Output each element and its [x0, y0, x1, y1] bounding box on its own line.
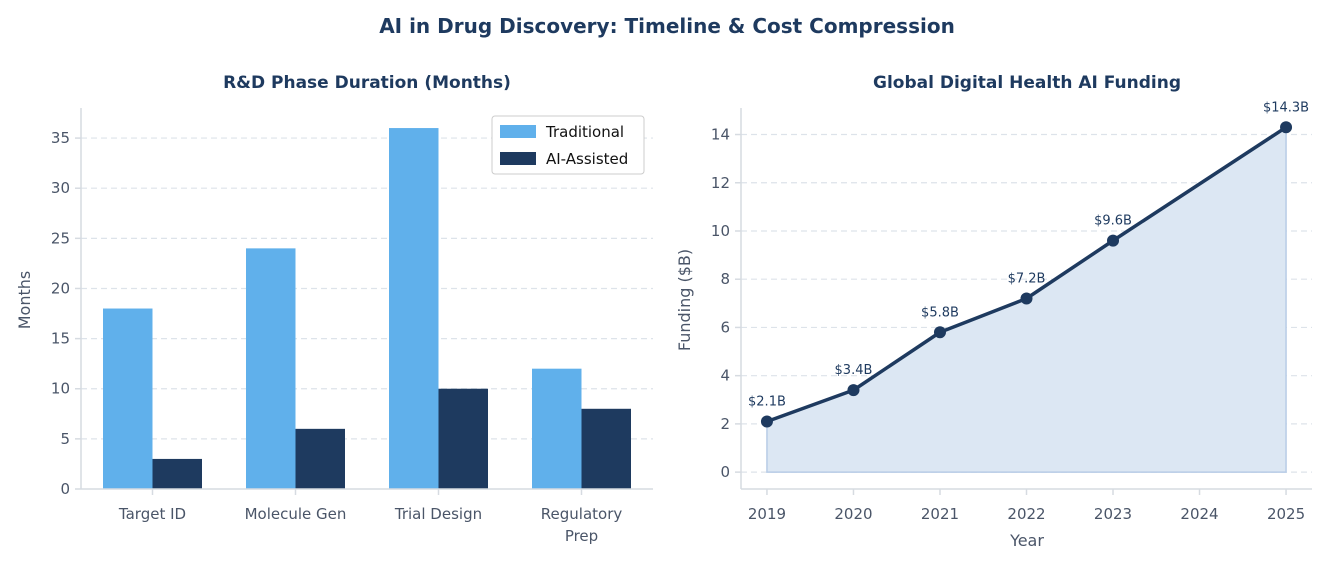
area-chart-funding: Global Digital Health AI Funding $2.1B $3…: [675, 73, 1312, 550]
y-tick-label: 0: [720, 463, 730, 481]
y-tick-label: 35: [51, 129, 70, 147]
area-chart-xlabel: Year: [1009, 531, 1044, 550]
bar-ai-assisted: [438, 388, 488, 489]
funding-data-label: $14.3B: [1263, 100, 1309, 115]
funding-point: [760, 415, 773, 428]
y-tick-label: 8: [720, 270, 730, 288]
x-tick-label: 2023: [1094, 505, 1132, 523]
bar-chart-duration: R&D Phase Duration (Months) 0 5 10 15 20 25 30…: [15, 73, 653, 545]
y-tick-label: 6: [720, 318, 730, 336]
bar-chart-bars: [103, 128, 631, 490]
bar-traditional: [532, 368, 582, 489]
x-tick-label: Trial Design: [394, 505, 482, 523]
y-tick-label: 14: [711, 126, 730, 144]
legend-swatch-traditional: [500, 125, 536, 138]
x-tick-label: Regulatory: [541, 505, 623, 523]
bar-chart-legend: Traditional AI-Assisted: [491, 115, 645, 175]
area-chart-ylabel: Funding ($B): [675, 249, 694, 351]
y-tick-label: 5: [60, 430, 70, 448]
area-chart-series: $2.1B $3.4B $5.8B $7.2B $9.6B $14.3B: [748, 100, 1309, 473]
x-tick-label: Prep: [565, 527, 598, 545]
funding-point: [847, 384, 860, 397]
bar-ai-assisted: [295, 428, 345, 489]
funding-point: [1107, 234, 1120, 247]
bar-traditional: [389, 128, 439, 490]
x-tick-label: 2021: [921, 505, 959, 523]
x-tick-label: 2019: [748, 505, 786, 523]
x-tick-label: Molecule Gen: [245, 505, 347, 523]
funding-data-label: $5.8B: [921, 305, 959, 320]
bar-chart-axes: 0 5 10 15 20 25 30 35 Target ID Molecule Gen Trial…: [51, 108, 653, 545]
y-tick-label: 20: [51, 279, 70, 297]
y-tick-label: 12: [711, 174, 730, 192]
legend-label-ai-assisted: AI-Assisted: [546, 150, 628, 168]
funding-data-label: $2.1B: [748, 394, 786, 409]
y-tick-label: 30: [51, 179, 70, 197]
bar-ai-assisted: [152, 458, 202, 489]
bar-chart-grid: [81, 137, 653, 440]
funding-data-label: $3.4B: [835, 363, 873, 378]
y-tick-label: 4: [720, 367, 730, 385]
x-tick-label: 2020: [834, 505, 872, 523]
area-chart-axes: 0 2 4 6 8 10 12 14 2019 2020 2021 2022 2023 2024 2025: [711, 108, 1312, 523]
x-tick-label: 2024: [1180, 505, 1218, 523]
figure-title: AI in Drug Discovery: Timeline & Cost Co…: [379, 14, 955, 38]
funding-point: [933, 326, 946, 339]
funding-point: [1280, 121, 1293, 134]
funding-line: [766, 125, 1288, 424]
bar-ai-assisted: [581, 408, 631, 489]
bar-traditional: [103, 308, 153, 489]
x-tick-label: 2025: [1267, 505, 1305, 523]
y-tick-label: 25: [51, 229, 70, 247]
bar-chart-title: R&D Phase Duration (Months): [223, 73, 511, 93]
y-tick-label: 10: [711, 222, 730, 240]
funding-data-label: $9.6B: [1094, 214, 1132, 229]
legend-swatch-ai-assisted: [500, 152, 536, 165]
y-tick-label: 10: [51, 380, 70, 398]
funding-point: [1020, 292, 1033, 305]
y-tick-label: 15: [51, 330, 70, 348]
x-tick-label: 2022: [1007, 505, 1045, 523]
funding-data-label: $7.2B: [1008, 272, 1046, 287]
y-tick-label: 2: [720, 415, 730, 433]
bar-chart-ylabel: Months: [15, 271, 34, 329]
legend-label-traditional: Traditional: [545, 123, 624, 141]
bar-traditional: [246, 248, 296, 489]
area-chart-title: Global Digital Health AI Funding: [873, 73, 1181, 93]
x-tick-label: Target ID: [118, 505, 186, 523]
y-tick-label: 0: [60, 480, 70, 498]
